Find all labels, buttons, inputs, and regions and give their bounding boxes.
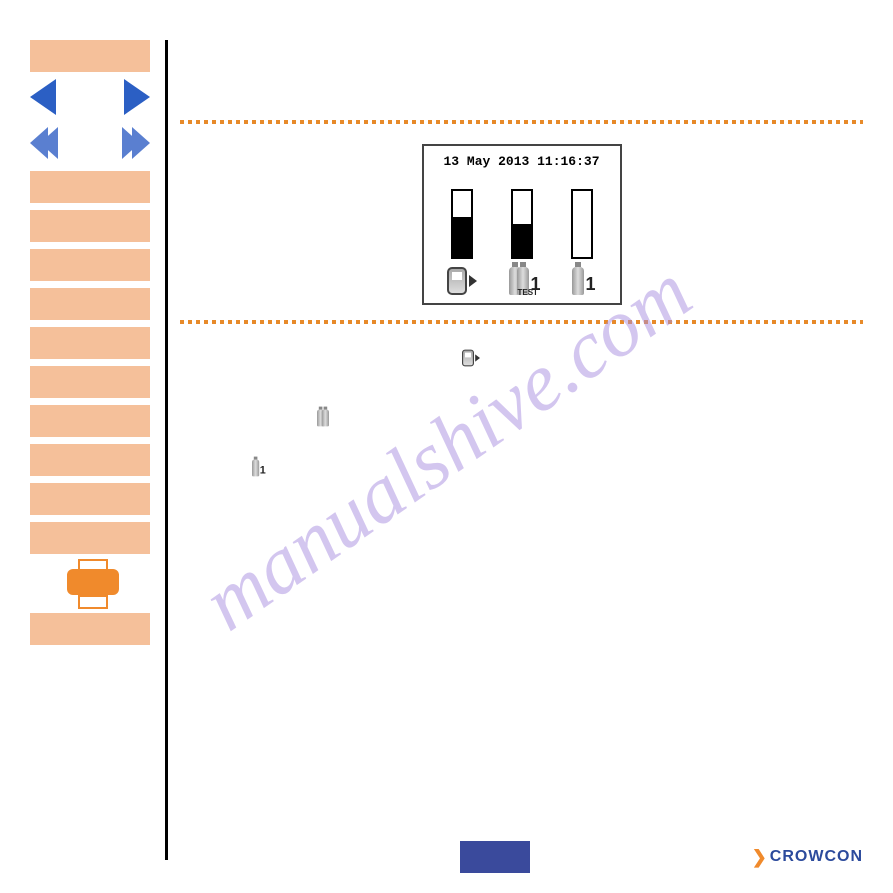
page-number-box	[460, 841, 530, 873]
bottle-1-icon: 1	[572, 267, 595, 295]
level-bar-3	[571, 189, 593, 259]
brand-name: CROWCON	[770, 848, 863, 866]
test-bottles-icon: 1 TEST	[509, 267, 540, 295]
sidebar-item[interactable]	[30, 405, 150, 437]
vertical-divider	[165, 40, 168, 860]
sidebar-item[interactable]	[30, 366, 150, 398]
level-bar-2	[511, 189, 533, 259]
sidebar-item[interactable]	[30, 613, 150, 645]
panel-icons: 1 TEST 1	[432, 267, 612, 295]
first-arrow-icon[interactable]	[30, 127, 50, 159]
sidebar-item[interactable]	[30, 249, 150, 281]
status-panel: 13 May 2013 11:16:37 1 TEST 1	[422, 144, 622, 305]
last-arrow-icon[interactable]	[130, 127, 150, 159]
test-bottles-icon	[317, 410, 329, 427]
text-line-with-icon: 1	[250, 454, 863, 484]
sidebar-item[interactable]	[30, 171, 150, 203]
sidebar-item[interactable]	[30, 210, 150, 242]
nav-first-last	[30, 127, 150, 159]
sidebar-item[interactable]	[30, 483, 150, 515]
brand-logo: ❯ CROWCON	[752, 847, 863, 868]
text-line-with-icon	[315, 404, 863, 434]
prev-arrow-icon[interactable]	[30, 79, 56, 115]
dashed-separator	[180, 120, 863, 124]
nav-prev-next	[30, 79, 150, 115]
content-area: 13 May 2013 11:16:37 1 TEST 1	[180, 40, 863, 863]
level-bars	[432, 179, 612, 259]
sidebar-item[interactable]	[30, 288, 150, 320]
device-arrow-icon	[447, 267, 477, 295]
sidebar-item[interactable]	[30, 522, 150, 554]
panel-timestamp: 13 May 2013 11:16:37	[432, 154, 612, 169]
sidebar-item[interactable]	[30, 40, 150, 72]
sidebar-item[interactable]	[30, 327, 150, 359]
device-arrow-icon	[462, 350, 480, 367]
sidebar-item[interactable]	[30, 444, 150, 476]
print-icon[interactable]	[67, 561, 119, 603]
next-arrow-icon[interactable]	[124, 79, 150, 115]
brand-chevron-icon: ❯	[752, 847, 768, 868]
page-footer: ❯ CROWCON	[180, 841, 863, 873]
sidebar	[30, 40, 155, 652]
text-line-with-icon	[460, 344, 863, 374]
level-bar-1	[451, 189, 473, 259]
bottle-1-icon: 1	[252, 460, 266, 477]
